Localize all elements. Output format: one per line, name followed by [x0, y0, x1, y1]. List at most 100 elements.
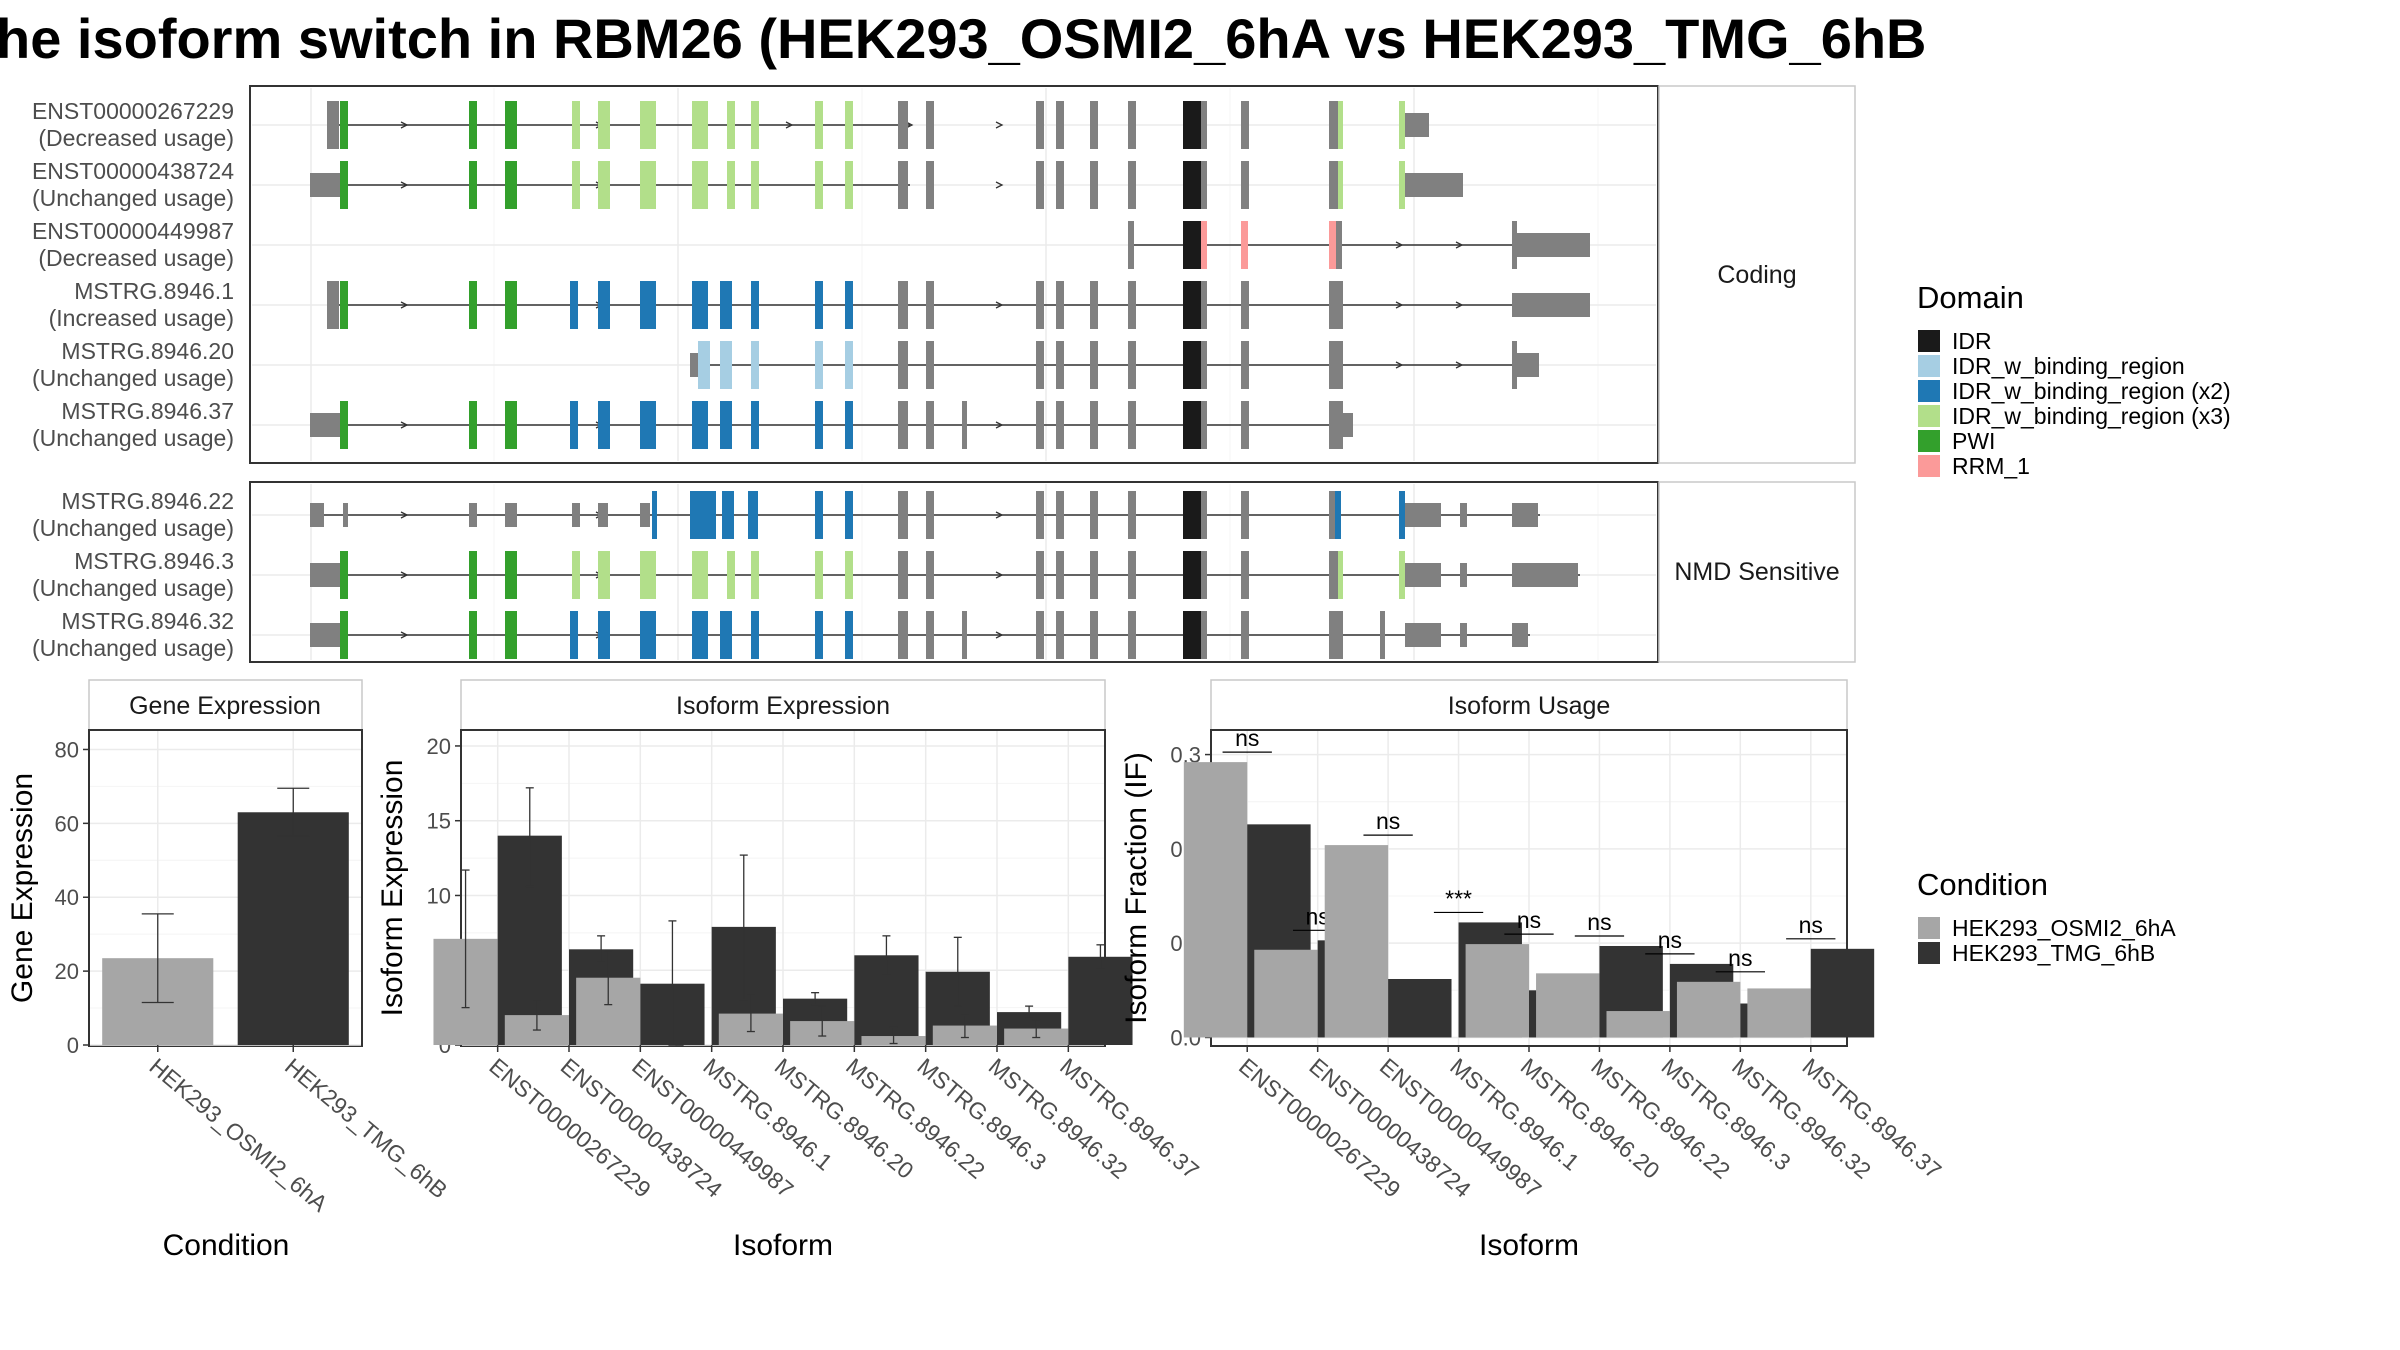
exon-block: [692, 401, 708, 449]
transcript-usage-label: (Unchanged usage): [32, 425, 234, 451]
exon-block: [1183, 221, 1201, 269]
exon-block: [1036, 161, 1044, 209]
strand-arrow: [995, 511, 1004, 519]
exon-block: [1090, 551, 1098, 599]
domain-legend-title: Domain: [1917, 280, 2024, 315]
exon-block: [570, 611, 578, 659]
exon-block: [692, 551, 708, 599]
strand-arrow: [400, 571, 409, 579]
exon-block: [640, 101, 656, 149]
exon-block: [926, 491, 934, 539]
exon-block: [692, 161, 708, 209]
coding-panel-frame: [249, 85, 1659, 464]
exon-block: [722, 491, 734, 539]
exon-block: [1128, 611, 1136, 659]
exon-block: [310, 413, 340, 437]
transcript-usage-label: (Unchanged usage): [32, 365, 234, 391]
strand-arrow: [1455, 241, 1464, 249]
exon-block: [692, 101, 708, 149]
strand-arrow: [1455, 301, 1464, 309]
exon-block: [1128, 401, 1136, 449]
transcript-usage-label: (Unchanged usage): [32, 575, 234, 601]
exon-block: [815, 281, 823, 329]
exon-block: [469, 611, 477, 659]
exon-block: [1338, 551, 1343, 599]
bar: [1388, 978, 1452, 1038]
transcript-id-label: MSTRG.8946.3: [74, 548, 234, 574]
exon-block: [1036, 611, 1044, 659]
exon-block: [1056, 551, 1064, 599]
isoform-usage-title: Isoform Usage: [1448, 692, 1611, 720]
significance-label: ns: [1587, 909, 1611, 935]
exon-block: [1090, 611, 1098, 659]
exon-block: [1512, 623, 1528, 647]
bar: [1465, 944, 1529, 1038]
strand-arrow: [995, 301, 1004, 309]
transcript-id-label: MSTRG.8946.20: [61, 338, 234, 364]
exon-block: [1399, 161, 1405, 209]
transcript-id-label: MSTRG.8946.37: [61, 398, 234, 424]
exon-block: [1201, 101, 1207, 149]
isoform-expression-chart: Isoform Expression 05101520ENST000002672…: [376, 679, 1204, 1262]
exon-block: [815, 401, 823, 449]
domain-legend: Domain IDRIDR_w_binding_regionIDR_w_bind…: [1917, 280, 2231, 479]
exon-block: [1183, 281, 1201, 329]
exon-block: [1241, 341, 1249, 389]
strand-arrow: [400, 511, 409, 519]
exon-block: [1405, 623, 1441, 647]
exon-block: [1036, 491, 1044, 539]
exon-block: [598, 401, 610, 449]
strand-arrow: [1395, 301, 1404, 309]
bar: [1183, 762, 1248, 1038]
exon-block: [845, 401, 853, 449]
exon-block: [1460, 503, 1467, 527]
exon-block: [1056, 611, 1064, 659]
exon-block: [926, 401, 934, 449]
exon-block: [640, 281, 656, 329]
exon-block: [1512, 503, 1538, 527]
exon-block: [1090, 161, 1098, 209]
exon-block: [698, 341, 710, 389]
transcript-id-label: ENST00000449987: [32, 218, 234, 244]
exon-block: [962, 401, 967, 449]
domain-legend-swatch: [1918, 380, 1940, 402]
isoform-expression-x-label: Isoform: [733, 1229, 833, 1262]
exon-block: [572, 101, 580, 149]
exon-block: [1512, 341, 1517, 389]
exon-block: [572, 551, 580, 599]
exon-block: [926, 281, 934, 329]
exon-block: [926, 161, 934, 209]
exon-block: [692, 611, 708, 659]
exon-block: [898, 551, 908, 599]
domain-legend-label: IDR_w_binding_region (x2): [1952, 378, 2231, 404]
exon-block: [310, 563, 340, 587]
exon-block: [340, 161, 348, 209]
condition-legend-title: Condition: [1917, 867, 2048, 902]
exon-block: [1512, 563, 1578, 587]
exon-block: [1056, 401, 1064, 449]
exon-block: [1128, 551, 1136, 599]
bar: [1810, 948, 1875, 1038]
transcript-id-label: ENST00000267229: [32, 98, 234, 124]
bar: [237, 812, 349, 1045]
exon-block: [505, 281, 517, 329]
exon-block: [1241, 611, 1249, 659]
exon-block: [926, 341, 934, 389]
exon-block: [1201, 551, 1207, 599]
exon-block: [572, 503, 580, 527]
exon-block: [1036, 551, 1044, 599]
exon-block: [340, 101, 348, 149]
domain-legend-items: IDRIDR_w_binding_regionIDR_w_binding_reg…: [1918, 328, 2231, 479]
transcript-MSTRG.8946.22: [310, 491, 1540, 539]
exon-block: [898, 101, 908, 149]
y-tick-label: 20: [55, 959, 79, 984]
gene-expression-y-label: Gene Expression: [6, 773, 39, 1003]
exon-block: [598, 611, 610, 659]
exon-block: [1517, 353, 1539, 377]
bar: [1324, 845, 1389, 1038]
exon-block: [845, 491, 853, 539]
exon-block: [640, 611, 656, 659]
exon-block: [1056, 341, 1064, 389]
domain-legend-label: RRM_1: [1952, 453, 2030, 479]
exon-block: [1056, 161, 1064, 209]
